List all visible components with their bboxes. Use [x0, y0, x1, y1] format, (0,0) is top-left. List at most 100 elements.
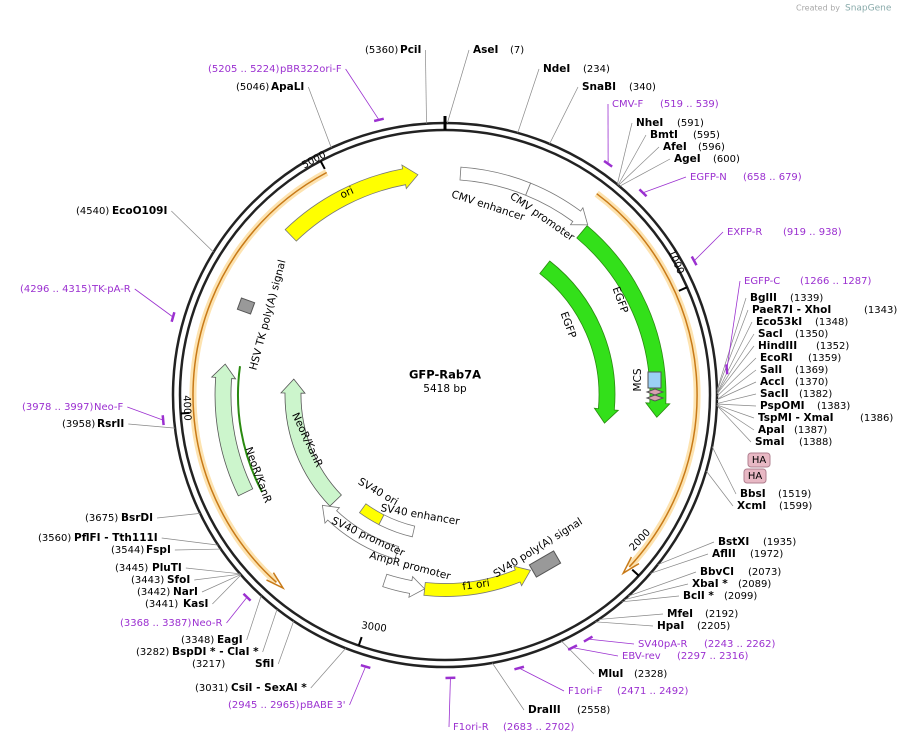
site-line	[246, 595, 262, 641]
primer-name: Neo-F	[94, 402, 124, 413]
ruler-label: 4000	[181, 395, 193, 421]
primer-name: EGFP-C	[744, 276, 780, 287]
site-position: (2558)	[577, 705, 610, 716]
site-name: AseI	[473, 44, 498, 56]
credit: Created by	[796, 4, 840, 13]
site-name: XcmI	[737, 500, 766, 512]
site-position: (2205)	[697, 621, 730, 632]
site-line	[716, 297, 747, 391]
primer-line	[519, 667, 565, 692]
site-line	[716, 333, 755, 394]
primer-mark	[242, 592, 252, 602]
site-line	[616, 122, 633, 185]
feature-shape	[424, 565, 526, 585]
feature-box	[236, 297, 256, 315]
site-line	[262, 608, 278, 653]
feature-label: SV40 ori	[356, 476, 400, 509]
site-line	[627, 571, 697, 597]
site-line	[128, 423, 176, 429]
primer-line	[726, 280, 741, 370]
primer-name: pBABE 3'	[300, 700, 346, 711]
site-name: DraIII	[528, 704, 561, 716]
plasmid-name: GFP-Rab7A	[409, 368, 481, 382]
site-position: (1350)	[795, 329, 828, 340]
site-position: (2089)	[738, 579, 771, 590]
primer-name: Neo-R	[192, 618, 223, 629]
primer-mark	[373, 117, 385, 123]
site-name: NdeI	[543, 63, 570, 75]
site-position: (1383)	[817, 401, 850, 412]
site-position: (3443)	[131, 575, 164, 586]
site-line	[447, 49, 470, 124]
site-line	[171, 210, 214, 253]
site-position: (1599)	[779, 501, 812, 512]
primer-range: (2297 .. 2316)	[677, 651, 749, 662]
site-line	[201, 574, 241, 593]
primer-line	[226, 596, 248, 624]
site-name: SacI	[758, 328, 783, 340]
primer-name: SV40pA-R	[638, 639, 687, 650]
tag-box	[747, 452, 771, 468]
primer-range: (4296 .. 4315)	[20, 284, 92, 295]
site-name: PciI	[400, 44, 421, 56]
site-line	[716, 321, 753, 394]
site-line	[716, 357, 757, 397]
site-line	[621, 595, 680, 603]
site-line	[277, 620, 295, 665]
site-position: (1382)	[799, 389, 832, 400]
site-position: (1343)	[864, 305, 897, 316]
site-line	[157, 513, 201, 519]
site-position: (1519)	[778, 489, 811, 500]
site-line	[212, 574, 242, 605]
primer-mark	[360, 663, 371, 670]
site-line	[308, 86, 332, 149]
site-position: (595)	[693, 130, 720, 141]
site-line	[716, 405, 752, 443]
primer-range: (658 .. 679)	[743, 172, 802, 183]
site-position: (3958)	[62, 419, 95, 430]
primer-name: pBR322ori-F	[280, 64, 342, 75]
site-position: (3217)	[192, 659, 225, 670]
primer-mark	[690, 255, 698, 266]
site-name: BbsI	[740, 488, 766, 500]
site-line	[716, 393, 757, 404]
feature-shape	[423, 565, 532, 597]
primer-line	[693, 231, 724, 262]
site-name: BbvCI	[700, 566, 734, 578]
site-position: (2073)	[748, 567, 781, 578]
site-position: (591)	[677, 118, 704, 129]
site-name: CsiI - SexAI *	[231, 682, 307, 694]
site-line	[161, 537, 219, 546]
primer-line	[127, 406, 164, 421]
site-line	[617, 134, 647, 186]
site-position: (2192)	[705, 609, 738, 620]
primer-line	[572, 647, 619, 657]
feature-arc	[596, 193, 698, 568]
site-line	[716, 369, 757, 401]
site-name: EcoRI	[760, 352, 793, 364]
primer-range: (919 .. 938)	[783, 227, 842, 238]
site-name: AccI	[760, 376, 784, 388]
site-name: BspDI * - ClaI *	[172, 646, 259, 658]
site-position: (1369)	[795, 365, 828, 376]
primer-range: (2683 .. 2702)	[503, 722, 575, 733]
feature-shape	[358, 503, 385, 526]
site-position: (596)	[698, 142, 725, 153]
site-position: (4540)	[76, 206, 109, 217]
site-name: AfeI	[663, 141, 687, 153]
feature-arc	[192, 171, 328, 583]
site-position: (3441)	[145, 599, 178, 610]
primer-line	[349, 666, 366, 706]
site-name: MfeI	[667, 608, 693, 620]
ruler-label: 3000	[361, 620, 388, 634]
site-name: BstXI	[718, 536, 749, 548]
primer-name: F1ori-F	[568, 686, 603, 697]
feature-box	[647, 371, 662, 389]
site-position: (1352)	[816, 341, 849, 352]
site-name: AflII	[712, 548, 736, 560]
primer-mark	[725, 364, 729, 375]
site-position: (1972)	[750, 549, 783, 560]
brand: SnapGene	[845, 4, 892, 14]
tag-label: HA	[752, 455, 767, 466]
arrow-head	[266, 572, 286, 590]
